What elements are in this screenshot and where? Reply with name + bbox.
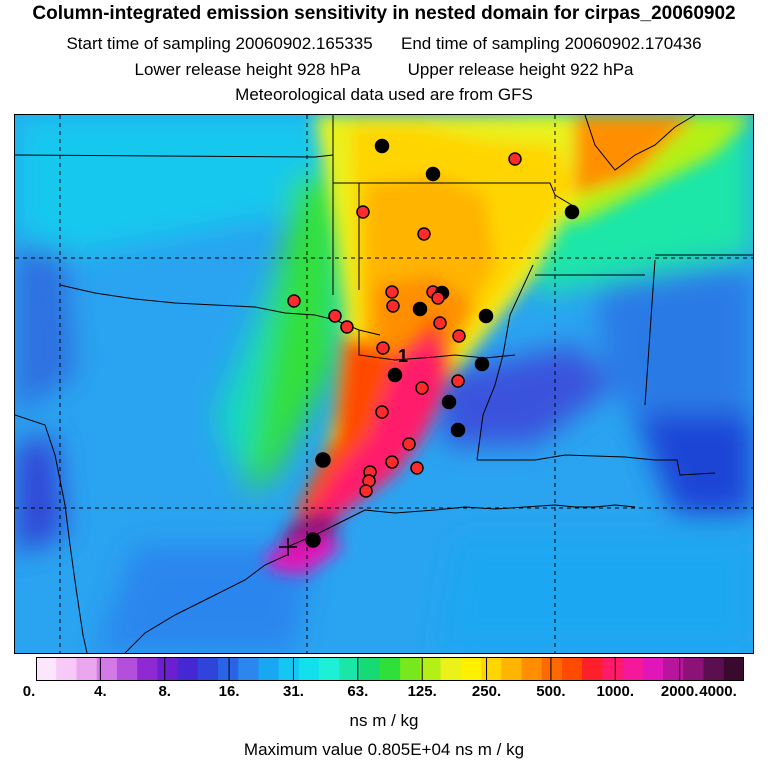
colorbar-swatch [36,657,57,681]
colorbar-swatch [481,657,502,681]
colorbar-swatch [218,657,239,681]
colorbar-tick-label: 125. [407,683,437,700]
sensitivity-map: 1 [14,114,754,654]
marker-red [433,316,447,330]
marker-black [374,138,390,154]
colorbar-frame [36,657,744,681]
marker-red [417,227,431,241]
colorbar-swatch [96,657,118,681]
marker-black [305,532,321,548]
colorbar-tick-label: 250. [471,683,502,700]
marker-red [356,205,370,219]
colorbar-tick-label: 1000. [596,683,635,700]
marker-red [402,437,416,451]
colorbar-tick-label: 16. [218,683,240,700]
colorbar-swatch [723,657,745,681]
colorbar-swatch [56,657,77,681]
marker-black [425,166,441,182]
colorbar-swatch [278,657,300,681]
colorbar-tick-label: 0. [22,683,36,700]
sampling-end: End time of sampling 20060902.170436 [401,34,702,53]
colorbar-swatch [319,657,340,681]
sampling-start: Start time of sampling 20060902.165335 [66,34,373,53]
release-lower: Lower release height 928 hPa [134,60,361,79]
marker-red [410,461,424,475]
marker-red [385,285,399,299]
sampling-times: Start time of sampling 20060902.165335 E… [0,34,768,54]
marker-red [415,381,429,395]
colorbar-swatch [582,657,603,681]
marker-red [508,152,522,166]
marker-red [386,299,400,313]
marker-red [375,405,389,419]
colorbar-units: ns m / kg [349,711,419,730]
colorbar-swatch [602,657,624,681]
colorbar-swatch [501,657,522,681]
colorbar-swatch [298,657,320,681]
marker-black [441,394,457,410]
colorbar-swatch [541,657,563,681]
marker-black [412,301,428,317]
colorbar-tick-label: 63. [347,683,369,700]
origin-cross-icon [279,538,297,556]
colorbar-swatch [561,657,583,681]
colorbar-swatch [76,657,98,681]
colorbar-tick-label: 4000. [699,683,737,700]
marker-black [387,367,403,383]
colorbar-tick-label: 31. [283,683,304,700]
colorbar-swatch [683,657,705,681]
colorbar-swatch [622,657,644,681]
plot-title: Column-integrated emission sensitivity i… [32,3,736,24]
marker-red [359,484,373,498]
colorbar-swatch [116,657,138,681]
colorbar-swatch [703,657,725,681]
colorbar-tick-label: 8. [158,683,171,700]
marker-red [287,294,301,308]
colorbar-swatch [238,657,260,681]
colorbar-swatch [460,657,482,681]
colorbar-swatch [258,657,280,681]
colorbar-swatch [197,657,219,681]
colorbar-tick-label: 500. [536,683,566,700]
colorbar-swatch [177,657,199,681]
marker-red [376,341,390,355]
release-label: 1 [398,346,408,366]
cluster-markers [287,138,580,548]
marker-red [385,455,399,469]
colorbar-swatch [642,657,664,681]
colorbar-ticks: 0. 4. 8. 16. 31. 63. 125. 250. 500. 1000. 2000. 400… [0,683,768,703]
colorbar-swatch [157,657,179,681]
colorbar [36,657,745,681]
sensitivity-field [15,115,753,653]
max-value-note: Maximum value 0.805E+04 ns m / kg [243,740,525,759]
release-upper: Upper release height 922 hPa [407,60,634,79]
met-data-note: Meteorological data used are from GFS [235,85,533,104]
marker-black [478,308,494,324]
colorbar-tick-label: 4. [94,683,107,700]
marker-red [431,291,445,305]
release-heights: Lower release height 928 hPa Upper relea… [0,60,768,80]
colorbar-swatch [359,657,381,681]
marker-red [452,329,466,343]
colorbar-swatch [440,657,462,681]
colorbar-swatch [400,657,421,681]
colorbar-swatch [521,657,543,681]
lat-lon-grid [15,115,753,653]
marker-red [340,320,354,334]
marker-black [474,356,490,372]
colorbar-swatch [137,657,158,681]
colorbar-swatch [420,657,442,681]
colorbar-swatch [339,657,361,681]
marker-black [315,452,331,468]
release-location-marker: 1 [279,346,408,556]
colorbar-swatch [663,657,684,681]
colorbar-tick-label: 2000. [660,683,699,700]
marker-black [564,204,580,220]
marker-black [450,422,466,438]
marker-red [451,374,465,388]
marker-red [328,309,342,323]
colorbar-swatch [379,657,401,681]
